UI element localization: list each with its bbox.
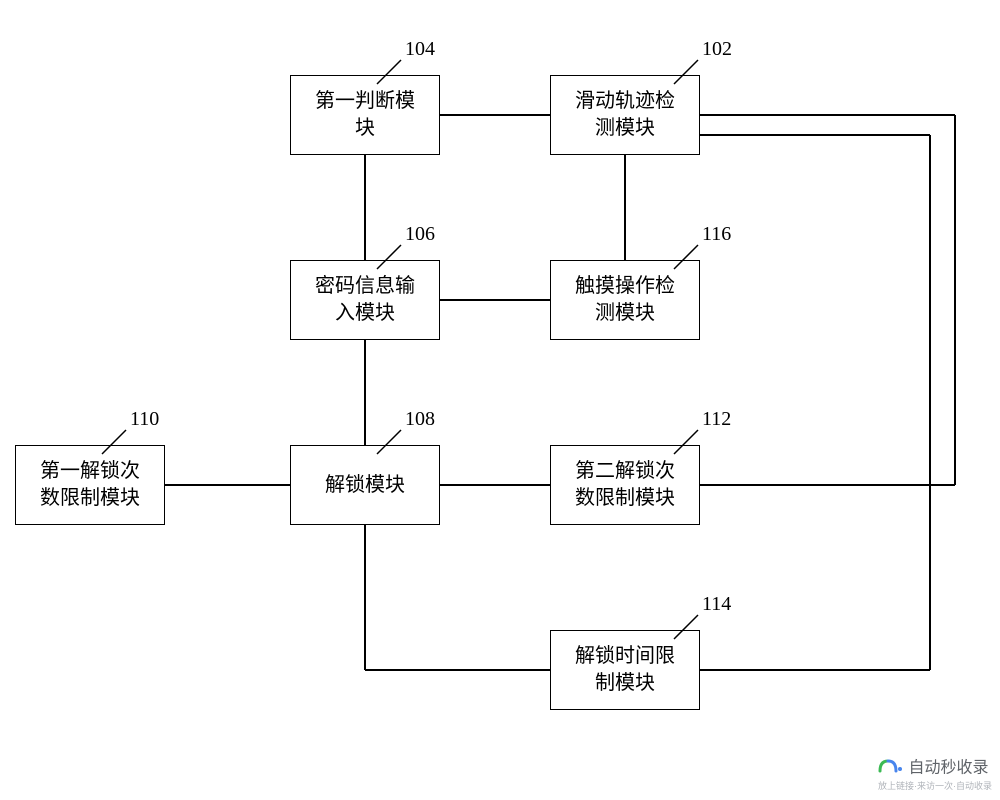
- watermark: 自动秒收录 放上链接·来访一次·自动收录: [878, 753, 992, 792]
- leader-112: [672, 428, 700, 456]
- node-number-110: 110: [130, 408, 159, 431]
- leader-110: [100, 428, 128, 456]
- edge-n104-n102: [440, 114, 550, 116]
- edge-n104-n106: [364, 155, 366, 260]
- edge-n108-n114-0: [364, 525, 366, 670]
- watermark-main: 自动秒收录: [908, 760, 988, 777]
- edge-n102-n112-1: [954, 115, 956, 485]
- node-number-112: 112: [702, 408, 731, 431]
- node-number-116: 116: [702, 223, 731, 246]
- node-number-102: 102: [702, 38, 732, 61]
- node-114: 解锁时间限 制模块: [550, 630, 700, 710]
- leader-106: [375, 243, 403, 271]
- edge-n106-n116: [440, 299, 550, 301]
- leader-116: [672, 243, 700, 271]
- node-106: 密码信息输 入模块: [290, 260, 440, 340]
- node-number-106: 106: [405, 223, 435, 246]
- node-108: 解锁模块: [290, 445, 440, 525]
- watermark-logo-icon: [878, 753, 904, 778]
- node-112: 第二解锁次 数限制模块: [550, 445, 700, 525]
- leader-104: [375, 58, 403, 86]
- edge-n102-n114-1: [929, 135, 931, 670]
- node-104: 第一判断模 块: [290, 75, 440, 155]
- edge-n102-n112-0: [700, 114, 955, 116]
- edge-n102-n114-0: [700, 134, 930, 136]
- leader-108: [375, 428, 403, 456]
- node-110: 第一解锁次 数限制模块: [15, 445, 165, 525]
- leader-114: [672, 613, 700, 641]
- edge-n102-n114-2: [700, 669, 930, 671]
- watermark-sub: 放上链接·来访一次·自动收录: [878, 779, 992, 792]
- edge-n108-n114-1: [365, 669, 550, 671]
- node-116: 触摸操作检 测模块: [550, 260, 700, 340]
- edge-n102-n116: [624, 155, 626, 260]
- node-number-104: 104: [405, 38, 435, 61]
- edge-n108-n112: [440, 484, 550, 486]
- node-number-108: 108: [405, 408, 435, 431]
- leader-102: [672, 58, 700, 86]
- edge-n110-n108: [165, 484, 290, 486]
- node-number-114: 114: [702, 593, 731, 616]
- edge-n102-n112-2: [700, 484, 955, 486]
- node-102: 滑动轨迹检 测模块: [550, 75, 700, 155]
- edge-n106-n108: [364, 340, 366, 445]
